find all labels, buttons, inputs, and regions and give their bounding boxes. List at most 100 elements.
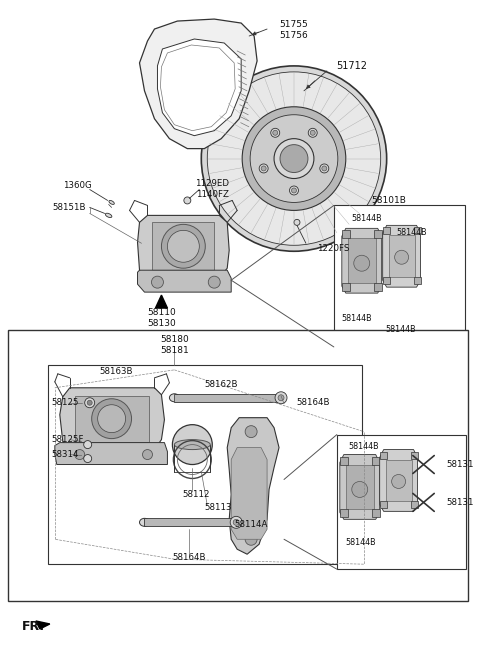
Text: 58163B: 58163B [100, 367, 133, 377]
Circle shape [259, 164, 268, 173]
Bar [337, 435, 467, 569]
Text: 58131: 58131 [446, 498, 474, 507]
Bar [342, 283, 350, 291]
Circle shape [320, 164, 329, 173]
Text: 58125: 58125 [52, 398, 79, 407]
Polygon shape [138, 215, 229, 278]
Circle shape [161, 224, 205, 268]
Text: 58125F: 58125F [52, 435, 84, 444]
Bar [410, 501, 418, 508]
Circle shape [245, 426, 257, 438]
Bar [75, 396, 149, 441]
Circle shape [273, 131, 278, 135]
Circle shape [201, 66, 387, 251]
Circle shape [97, 405, 126, 433]
Polygon shape [342, 228, 382, 293]
Bar [414, 277, 420, 284]
Text: 58314: 58314 [52, 450, 79, 459]
Circle shape [322, 166, 327, 171]
Polygon shape [55, 443, 168, 464]
Text: 51755: 51755 [280, 20, 308, 29]
Circle shape [152, 276, 163, 288]
Text: 58130: 58130 [147, 319, 176, 327]
Polygon shape [346, 464, 374, 509]
Text: 58144B: 58144B [351, 214, 382, 223]
Circle shape [392, 474, 406, 489]
Circle shape [289, 186, 299, 195]
Text: 51756: 51756 [280, 31, 308, 39]
Text: 58164B: 58164B [173, 553, 206, 562]
Circle shape [352, 482, 368, 497]
Text: 58112: 58112 [182, 490, 210, 499]
Ellipse shape [106, 213, 112, 218]
Text: 1129ED: 1129ED [195, 179, 229, 188]
Polygon shape [231, 447, 267, 539]
Circle shape [271, 129, 280, 137]
Bar [410, 451, 418, 459]
Bar [174, 394, 279, 401]
Circle shape [233, 520, 239, 525]
Circle shape [261, 166, 266, 171]
Circle shape [84, 398, 95, 408]
Text: 58144B: 58144B [385, 325, 416, 335]
Ellipse shape [174, 440, 210, 449]
Text: 58101B: 58101B [371, 196, 406, 205]
Circle shape [275, 392, 287, 403]
Polygon shape [227, 418, 279, 554]
Text: 1360G: 1360G [63, 181, 92, 190]
Text: 58144B: 58144B [346, 538, 376, 546]
Circle shape [280, 144, 308, 173]
Text: 58144B: 58144B [396, 228, 427, 237]
Bar [374, 230, 382, 238]
Polygon shape [383, 226, 420, 287]
Text: 58162B: 58162B [204, 380, 238, 389]
Polygon shape [140, 19, 257, 149]
Circle shape [294, 219, 300, 226]
Text: 1140FZ: 1140FZ [196, 190, 228, 199]
Text: FR.: FR. [22, 621, 45, 634]
Text: 58113: 58113 [204, 503, 232, 512]
Ellipse shape [109, 201, 114, 205]
Bar [340, 509, 348, 518]
Circle shape [208, 276, 220, 288]
Bar [383, 228, 390, 234]
Circle shape [84, 455, 92, 462]
Text: 58181: 58181 [160, 346, 189, 356]
Bar [380, 501, 387, 508]
Circle shape [184, 197, 191, 204]
Text: 58151B: 58151B [53, 203, 86, 212]
Bar [340, 457, 348, 464]
Ellipse shape [169, 394, 180, 401]
Polygon shape [340, 455, 380, 520]
Text: 58164B: 58164B [296, 398, 329, 407]
Bar [372, 457, 380, 464]
Circle shape [143, 449, 153, 460]
Text: 58180: 58180 [160, 335, 189, 344]
Circle shape [354, 255, 370, 271]
Circle shape [230, 516, 242, 528]
Circle shape [87, 400, 92, 405]
Polygon shape [157, 39, 241, 136]
Circle shape [245, 533, 257, 545]
Ellipse shape [140, 518, 149, 526]
Circle shape [278, 395, 284, 401]
Circle shape [207, 72, 381, 245]
Circle shape [242, 107, 346, 211]
Text: 1220FS: 1220FS [317, 244, 349, 253]
Circle shape [168, 230, 199, 262]
Text: 51712: 51712 [336, 61, 367, 71]
Bar [8, 330, 468, 601]
Circle shape [291, 188, 297, 193]
Circle shape [274, 138, 314, 178]
Text: 58110: 58110 [147, 308, 176, 317]
Text: 58114A: 58114A [234, 520, 268, 529]
Bar [383, 277, 390, 284]
Polygon shape [348, 238, 376, 283]
Circle shape [395, 251, 408, 264]
Bar [380, 451, 387, 459]
Polygon shape [389, 236, 415, 277]
Polygon shape [138, 270, 231, 292]
Bar [414, 228, 420, 234]
Circle shape [310, 131, 315, 135]
Bar [374, 283, 382, 291]
